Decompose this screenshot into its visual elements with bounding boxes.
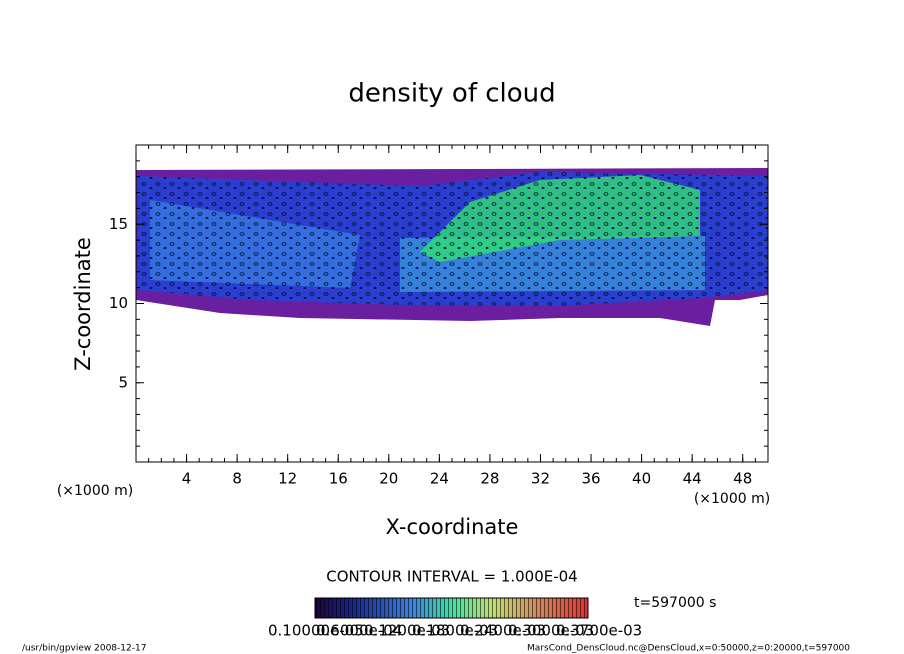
y-tick-label: 10 (109, 294, 128, 312)
x-tick-label: 44 (683, 470, 702, 488)
contour-interval: CONTOUR INTERVAL = 1.000E-04 (326, 568, 577, 586)
colorbar-label: 0.6000e-04 (316, 622, 402, 640)
x-unit: (×1000 m) (694, 491, 770, 507)
x-tick-label: 40 (632, 470, 651, 488)
colorbar-label: 0.10000e-05 (268, 622, 364, 640)
x-tick-label: 4 (182, 470, 192, 488)
x-tick-label: 48 (733, 470, 752, 488)
colorbar-frame (314, 597, 589, 619)
x-tick-label: 8 (232, 470, 242, 488)
contour-field (136, 168, 768, 326)
colorbar-label: 0.3700e-03 (556, 622, 642, 640)
footer-left: /usr/bin/gpview 2008-12-17 (22, 644, 146, 654)
x-tick-label: 12 (278, 470, 297, 488)
x-tick-label: 16 (329, 470, 348, 488)
y-tick-label: 5 (118, 373, 128, 391)
x-tick-label: 28 (480, 470, 499, 488)
x-tick-label: 24 (430, 470, 449, 488)
y-axis-label: Z-coordinate (71, 237, 95, 371)
y-unit: (×1000 m) (57, 483, 133, 499)
chart-title: density of cloud (348, 79, 555, 109)
colorbar-label: 0.1200e-03 (364, 622, 450, 640)
contour-lines (138, 172, 768, 306)
colorbar-label: 0.1800e-03 (412, 622, 498, 640)
x-tick-label: 36 (581, 470, 600, 488)
y-tick-label: 15 (109, 215, 128, 233)
x-axis-label: X-coordinate (386, 515, 519, 539)
colorbar-label: 0.2400e-03 (460, 622, 546, 640)
footer-right: MarsCond_DensCloud.nc@DensCloud,x=0:5000… (527, 644, 850, 654)
x-tick-label: 20 (379, 470, 398, 488)
colorbar-labels: 0.10000e-050.6000e-040.1200e-030.1800e-0… (268, 622, 642, 640)
colorbar-label: 0.3000e-03 (508, 622, 594, 640)
x-tick-label: 32 (531, 470, 550, 488)
time-label: t=597000 s (634, 595, 716, 611)
